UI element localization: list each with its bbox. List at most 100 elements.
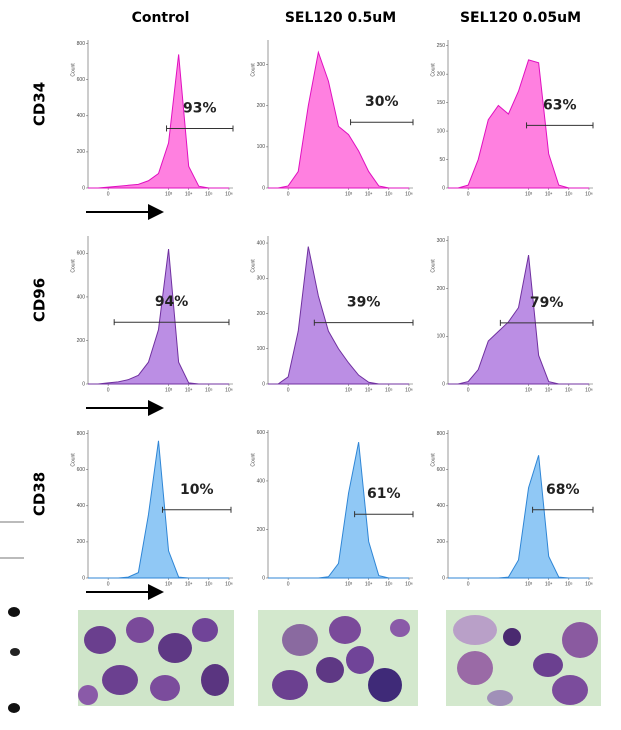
y-tick-label: 600 — [437, 467, 446, 473]
y-tick-label: 600 — [77, 77, 86, 83]
y-tick-label: 100 — [437, 128, 446, 134]
x-tick-label: 10⁵ — [565, 387, 573, 393]
x-tick-label: 10³ — [165, 581, 173, 587]
x-tick-label: 10⁴ — [185, 581, 193, 587]
y-tick-label: 0 — [262, 381, 265, 387]
y-tick-label: 200 — [77, 149, 86, 155]
y-tick-label: 600 — [77, 251, 86, 257]
y-axis-label: Count — [70, 453, 76, 467]
x-tick-label: 10⁶ — [405, 581, 413, 587]
gate-label: 10% — [180, 482, 214, 498]
y-tick-label: 200 — [77, 338, 86, 344]
y-axis-label: Count — [250, 63, 256, 77]
y-axis-label: Count — [70, 63, 76, 77]
micrograph — [78, 610, 234, 706]
x-tick-label: 10⁵ — [565, 191, 573, 197]
y-axis-label: Count — [250, 453, 256, 467]
y-tick-label: 300 — [257, 62, 266, 68]
x-tick-label: 10⁶ — [225, 387, 233, 393]
y-tick-label: 400 — [437, 503, 446, 509]
x-tick-label: 10⁵ — [385, 387, 393, 393]
y-axis-label: Count — [250, 259, 256, 273]
x-tick-label: 0 — [467, 387, 470, 393]
histogram-area — [448, 59, 589, 189]
y-tick-label: 0 — [262, 575, 265, 581]
x-tick-label: 10⁶ — [405, 191, 413, 197]
y-tick-label: 600 — [77, 467, 86, 473]
x-tick-label: 0 — [287, 581, 290, 587]
x-tick-label: 10³ — [525, 581, 533, 587]
y-tick-label: 300 — [437, 238, 446, 244]
x-tick-label: 10³ — [525, 387, 533, 393]
histogram-area — [448, 455, 589, 579]
x-tick-label: 10⁴ — [545, 191, 553, 197]
y-tick-label: 100 — [257, 144, 266, 150]
x-tick-label: 10³ — [345, 581, 353, 587]
x-tick-label: 10³ — [165, 387, 173, 393]
gate-label: 63% — [543, 97, 577, 113]
y-axis-label: Count — [70, 259, 76, 273]
column-header: SEL120 0.05uM — [460, 10, 581, 26]
y-tick-label: 0 — [82, 575, 85, 581]
x-tick-label: 10⁶ — [585, 387, 593, 393]
x-tick-label: 10⁵ — [385, 581, 393, 587]
y-tick-label: 600 — [257, 430, 266, 436]
row-label: CD96 — [31, 278, 49, 322]
y-tick-label: 0 — [442, 381, 445, 387]
y-tick-label: 100 — [257, 346, 266, 352]
y-tick-label: 300 — [257, 276, 266, 282]
x-tick-label: 10⁴ — [365, 581, 373, 587]
histogram-area — [268, 50, 409, 189]
y-tick-label: 400 — [77, 294, 86, 300]
x-tick-label: 0 — [467, 581, 470, 587]
x-tick-label: 10⁴ — [185, 387, 193, 393]
gate-label: 61% — [367, 486, 401, 502]
y-tick-label: 400 — [257, 240, 266, 246]
y-axis-label: Count — [430, 259, 436, 273]
x-tick-label: 10⁶ — [225, 581, 233, 587]
gate-label: 68% — [546, 482, 580, 498]
x-tick-label: 10⁶ — [225, 191, 233, 197]
y-tick-label: 200 — [257, 527, 266, 533]
x-tick-label: 10³ — [525, 191, 533, 197]
x-tick-label: 10⁴ — [545, 387, 553, 393]
micrograph — [446, 610, 601, 706]
column-header: Control — [132, 10, 190, 26]
y-tick-label: 0 — [82, 381, 85, 387]
gate-label: 79% — [530, 295, 564, 311]
x-tick-label: 0 — [107, 387, 110, 393]
x-tick-label: 10⁵ — [565, 581, 573, 587]
x-tick-label: 10⁵ — [385, 191, 393, 197]
x-tick-label: 10³ — [165, 191, 173, 197]
y-tick-label: 150 — [437, 100, 446, 106]
x-tick-label: 10⁶ — [585, 581, 593, 587]
gate-label: 30% — [365, 94, 399, 110]
y-tick-label: 0 — [262, 185, 265, 191]
x-tick-label: 10⁶ — [405, 387, 413, 393]
x-tick-label: 10³ — [345, 387, 353, 393]
row-label: CD38 — [31, 472, 49, 516]
y-tick-label: 200 — [77, 539, 86, 545]
gate-label: 93% — [183, 100, 217, 116]
y-tick-label: 200 — [437, 539, 446, 545]
x-tick-label: 10⁵ — [205, 191, 213, 197]
histogram-area — [448, 255, 589, 385]
x-tick-label: 10³ — [345, 191, 353, 197]
y-tick-label: 200 — [437, 71, 446, 77]
x-tick-label: 10⁵ — [205, 387, 213, 393]
y-axis-label: Count — [430, 63, 436, 77]
y-tick-label: 100 — [437, 334, 446, 340]
histogram-area — [88, 248, 229, 385]
x-tick-label: 0 — [287, 191, 290, 197]
row-label: CD34 — [31, 82, 49, 126]
y-axis-label: Count — [430, 453, 436, 467]
y-tick-label: 800 — [437, 431, 446, 437]
y-tick-label: 400 — [77, 503, 86, 509]
y-tick-label: 200 — [437, 286, 446, 292]
y-tick-label: 50 — [439, 157, 445, 163]
y-tick-label: 800 — [77, 41, 86, 47]
x-tick-label: 0 — [107, 581, 110, 587]
y-tick-label: 200 — [257, 311, 266, 317]
x-tick-label: 10⁴ — [365, 387, 373, 393]
